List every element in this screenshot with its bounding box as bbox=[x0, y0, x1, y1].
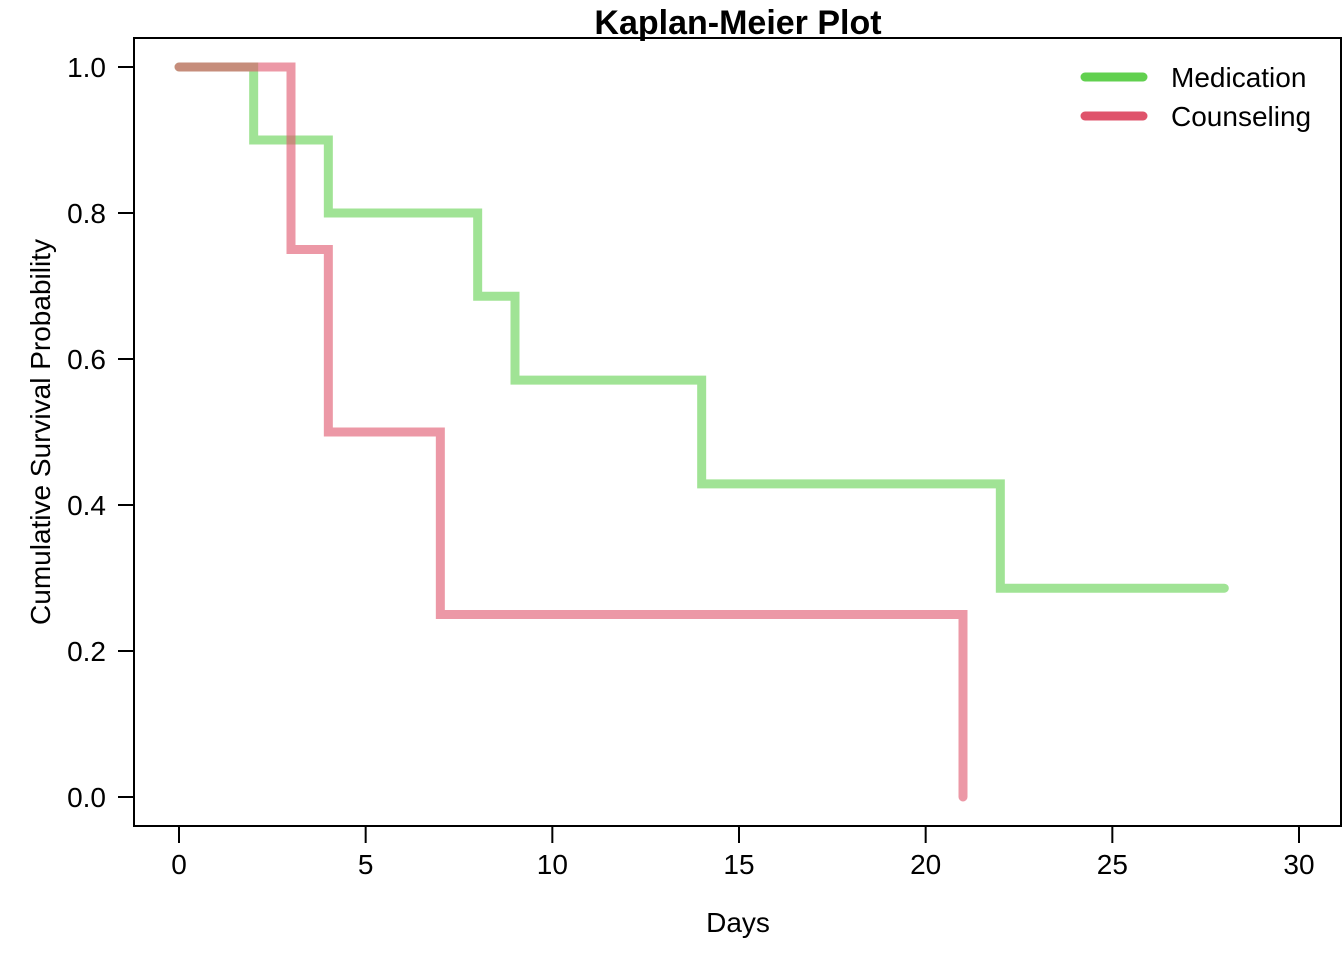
x-tick-label: 25 bbox=[1097, 849, 1128, 880]
x-tick-label: 15 bbox=[723, 849, 754, 880]
y-tick-label: 0.6 bbox=[67, 344, 106, 375]
y-axis-label: Cumulative Survival Probability bbox=[25, 239, 56, 625]
y-tick-label: 1.0 bbox=[67, 52, 106, 83]
x-tick-label: 30 bbox=[1283, 849, 1314, 880]
y-axis: 0.0 0.2 0.4 0.6 0.8 1.0 bbox=[67, 52, 135, 813]
x-tick-label: 10 bbox=[537, 849, 568, 880]
y-tick-label: 0.0 bbox=[67, 782, 106, 813]
legend-label-medication: Medication bbox=[1171, 62, 1306, 93]
x-tick-label: 20 bbox=[910, 849, 941, 880]
y-tick-label: 0.8 bbox=[67, 198, 106, 229]
legend-label-counseling: Counseling bbox=[1171, 101, 1311, 132]
x-axis: 0 5 10 15 20 25 30 bbox=[171, 826, 1315, 880]
x-axis-label: Days bbox=[706, 907, 770, 938]
y-tick-label: 0.2 bbox=[67, 636, 106, 667]
series-layer bbox=[174, 62, 1229, 802]
x-tick-label: 0 bbox=[171, 849, 187, 880]
series-line-counseling bbox=[174, 62, 968, 802]
legend: Medication Counseling bbox=[1080, 62, 1311, 132]
y-tick-label: 0.4 bbox=[67, 490, 106, 521]
series-line-medication bbox=[174, 62, 1229, 593]
plot-frame bbox=[133, 37, 1342, 827]
x-tick-label: 5 bbox=[358, 849, 374, 880]
chart-title: Kaplan-Meier Plot bbox=[594, 4, 881, 42]
